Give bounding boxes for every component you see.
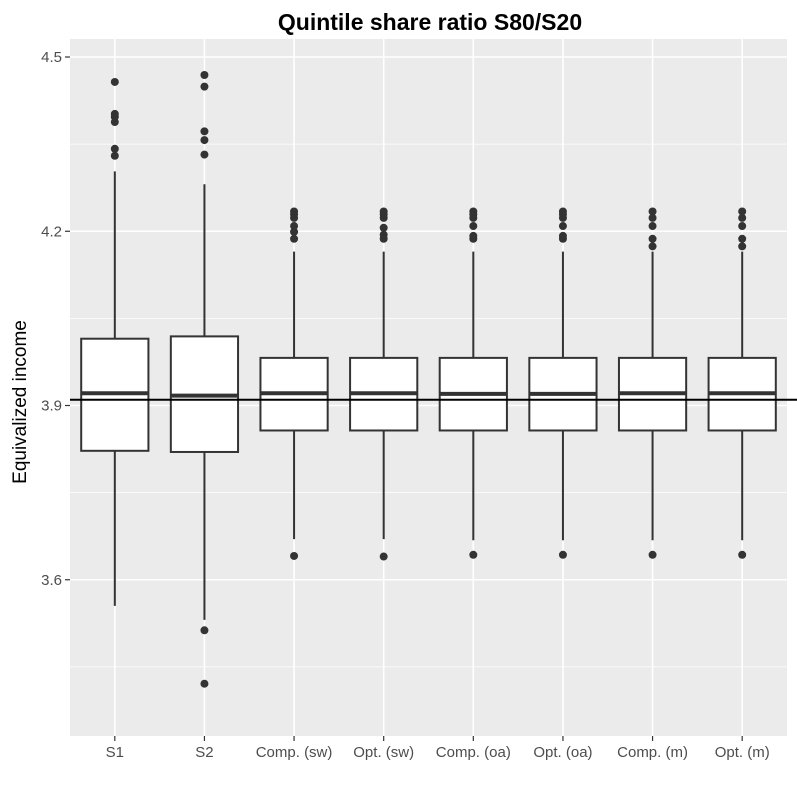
- outlier-point: [200, 71, 209, 80]
- x-tick-label: S1: [106, 744, 124, 761]
- outlier-point: [469, 222, 478, 231]
- outlier-point: [648, 207, 657, 216]
- x-tick-label: Comp. (oa): [436, 744, 511, 761]
- outlier-point: [290, 234, 299, 243]
- outlier-point: [290, 207, 299, 216]
- outlier-point: [738, 213, 747, 222]
- y-tick-label: 3.9: [41, 398, 62, 415]
- x-tick-label: Comp. (sw): [256, 744, 333, 761]
- minor-grid: [70, 143, 787, 668]
- x-tick-label: Opt. (oa): [533, 744, 592, 761]
- outlier-point: [738, 222, 747, 231]
- x-axis: S1 S2 Comp. (sw) Opt. (sw) Comp. (oa) Opt. (o…: [106, 736, 770, 761]
- x-tick-label: Comp. (m): [617, 744, 688, 761]
- outlier-point: [290, 227, 299, 236]
- outlier-point: [738, 207, 747, 216]
- outlier-point: [648, 222, 657, 231]
- y-tick-label: 4.2: [41, 223, 62, 240]
- x-tick-label: Opt. (m): [715, 744, 770, 761]
- x-tick-label: S2: [195, 744, 213, 761]
- outlier-point: [648, 550, 657, 559]
- y-axis-label: Equivalized income: [10, 320, 31, 484]
- outlier-point: [200, 127, 209, 136]
- x-tick-label: Opt. (sw): [353, 744, 414, 761]
- outlier-point: [558, 222, 567, 231]
- outlier-point: [200, 136, 209, 145]
- box-7: [617, 207, 688, 559]
- box-5: [438, 207, 508, 559]
- outlier-point: [469, 207, 478, 216]
- outlier-point: [379, 223, 388, 232]
- outlier-point: [110, 77, 119, 86]
- box-6: [528, 207, 598, 559]
- outlier-point: [379, 207, 388, 216]
- outlier-point: [558, 231, 567, 240]
- outlier-point: [558, 550, 567, 559]
- outlier-point: [648, 234, 657, 243]
- box-4: [349, 207, 419, 561]
- outlier-point: [290, 222, 299, 231]
- outlier-point: [379, 552, 388, 561]
- outlier-point: [110, 109, 119, 118]
- box-3: [259, 207, 329, 560]
- outlier-point: [200, 679, 209, 688]
- outlier-point: [379, 230, 388, 239]
- outlier-point: [738, 234, 747, 243]
- box-2: [169, 71, 240, 688]
- outlier-point: [110, 151, 119, 160]
- chart-title: Quintile share ratio S80/S20: [278, 9, 582, 35]
- outlier-point: [200, 82, 209, 91]
- outlier-point: [110, 144, 119, 153]
- outlier-point: [738, 550, 747, 559]
- outlier-point: [738, 242, 747, 251]
- y-tick-label: 4.5: [41, 49, 62, 66]
- box-8: [707, 207, 777, 559]
- y-axis: 3.6 3.9 4.2 4.5: [41, 49, 70, 589]
- outlier-point: [648, 242, 657, 251]
- box-1: [80, 77, 150, 606]
- outlier-point: [469, 550, 478, 559]
- outlier-point: [200, 150, 209, 159]
- outlier-point: [558, 207, 567, 216]
- outlier-point: [648, 213, 657, 222]
- box-series: [80, 71, 777, 688]
- y-tick-label: 3.6: [41, 572, 62, 589]
- outlier-point: [290, 551, 299, 560]
- outlier-point: [200, 626, 209, 635]
- outlier-point: [469, 231, 478, 240]
